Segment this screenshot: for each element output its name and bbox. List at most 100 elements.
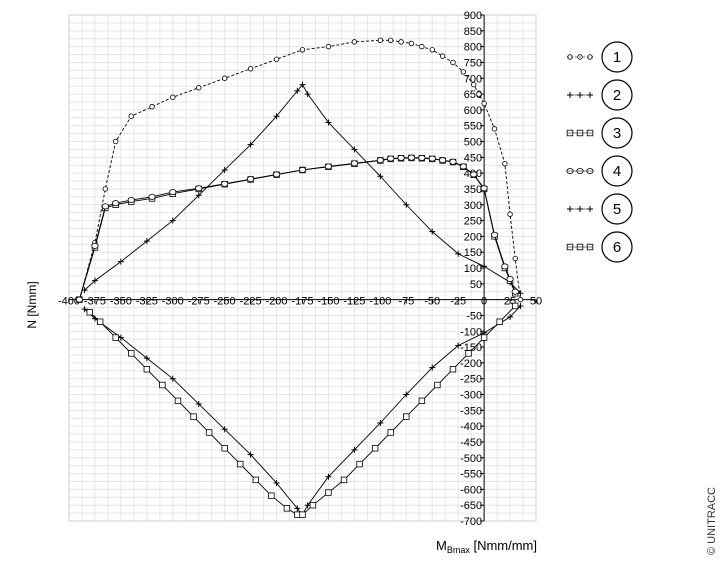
series-4-point xyxy=(449,158,457,165)
y-tick-label: 750 xyxy=(464,57,482,69)
legend-label: 1 xyxy=(613,49,621,66)
series-6-point xyxy=(340,476,348,484)
series-6-point xyxy=(512,302,519,310)
series-4-point xyxy=(511,288,519,295)
series-4-point xyxy=(221,180,229,187)
series-4-point xyxy=(501,263,509,270)
series-6-point xyxy=(174,397,182,405)
series-2-point xyxy=(195,192,202,199)
series-6-point xyxy=(387,429,394,436)
series-1-point xyxy=(388,37,394,43)
series-4-point xyxy=(75,296,83,303)
x-tick-label: -300 xyxy=(162,296,184,308)
x-tick-label: -175 xyxy=(291,296,313,308)
x-tick-label: 50 xyxy=(530,296,542,308)
y-tick-label: 150 xyxy=(464,247,482,259)
copyright-watermark: © UNITRACC xyxy=(706,487,718,555)
x-tick-label: -375 xyxy=(84,296,106,308)
series-1-point xyxy=(429,47,435,53)
y-tick-label: -550 xyxy=(460,469,482,481)
series-4-point xyxy=(376,157,384,164)
legend-item-2: 2 xyxy=(567,79,633,111)
series-5-point xyxy=(507,314,514,321)
x-axis-label-rest: [Nmm/mm] xyxy=(470,538,537,553)
x-tick-label: -50 xyxy=(424,296,440,308)
series-5-point xyxy=(429,364,436,371)
y-tick-label: 850 xyxy=(464,26,482,38)
series-5-point xyxy=(247,451,254,458)
series-4-point xyxy=(112,200,120,207)
x-tick-label: -150 xyxy=(317,296,339,308)
series-4-point xyxy=(480,185,488,192)
legend-number-circle xyxy=(601,41,633,73)
series-6-point xyxy=(128,350,135,357)
legend-item-1: 1 xyxy=(567,41,633,73)
series-4-point xyxy=(298,166,307,173)
series-4-point xyxy=(195,185,203,192)
series-5-point xyxy=(325,473,332,480)
series-4-point xyxy=(91,242,99,249)
legend-number-circle xyxy=(601,155,633,187)
series-1-point xyxy=(507,211,513,217)
series-2 xyxy=(81,81,524,297)
x-axis-label-sub: Bmax xyxy=(447,545,471,555)
series-5-point xyxy=(455,342,462,349)
y-tick-label: 350 xyxy=(464,184,482,196)
x-axis-label-main: M xyxy=(436,538,447,553)
series-6-point xyxy=(205,429,213,436)
y-tick-label: 200 xyxy=(464,231,482,243)
series-5-point xyxy=(195,400,202,407)
y-axis-label: N [Nmm] xyxy=(25,281,39,328)
series-1-point xyxy=(377,37,384,43)
series-1-point xyxy=(221,75,228,81)
x-tick-label: -275 xyxy=(188,296,210,308)
series-5-point xyxy=(169,375,176,382)
series-6-point xyxy=(309,501,317,509)
y-tick-label: 250 xyxy=(464,216,482,228)
y-tick-label: 450 xyxy=(464,152,482,164)
series-6-point xyxy=(434,381,441,389)
series-6-point xyxy=(283,505,291,512)
series-6-point xyxy=(190,413,197,420)
series-1-point xyxy=(112,138,119,145)
y-tick-label: -650 xyxy=(460,500,482,512)
series-5-point xyxy=(377,419,384,426)
y-tick-label: 550 xyxy=(464,121,482,133)
legend-number-circle xyxy=(601,117,633,149)
series-2-point xyxy=(299,81,306,88)
legend-number-circle xyxy=(601,193,633,225)
series-2-point xyxy=(143,238,150,245)
series-group xyxy=(75,37,524,518)
series-2-point xyxy=(455,250,462,257)
series-1-point xyxy=(325,43,332,50)
legend: 1 2 3 4 5 6 xyxy=(566,41,633,263)
y-tick-label: -100 xyxy=(460,326,482,338)
x-tick-label: -350 xyxy=(110,296,132,308)
series-6-point xyxy=(465,350,472,357)
y-tick-label: -200 xyxy=(460,358,482,370)
series-4-point xyxy=(490,231,499,238)
y-tick-label: -50 xyxy=(466,310,482,322)
legend-item-3: 3 xyxy=(566,117,633,149)
y-tick-label: -450 xyxy=(460,437,482,449)
series-2-point xyxy=(429,228,436,235)
series-4-point xyxy=(169,189,177,196)
series-6-point xyxy=(449,365,457,373)
grid xyxy=(68,14,537,522)
series-1-point xyxy=(149,104,155,110)
series-1-point xyxy=(128,113,134,119)
legend-label: 3 xyxy=(613,125,621,142)
series-2-point xyxy=(117,258,124,265)
x-tick-label: -125 xyxy=(343,296,365,308)
legend-item-4: 4 xyxy=(566,155,633,187)
series-1-point xyxy=(102,186,109,192)
series-1-point xyxy=(517,296,524,303)
series-6-point xyxy=(252,476,259,484)
series-2-point xyxy=(294,87,301,94)
x-tick-label: -400 xyxy=(58,296,80,308)
series-4-point xyxy=(127,197,135,204)
series-4-point xyxy=(470,171,478,178)
y-tick-label: 800 xyxy=(464,42,482,54)
series-2-point xyxy=(169,217,176,224)
series-1-point xyxy=(460,69,467,75)
